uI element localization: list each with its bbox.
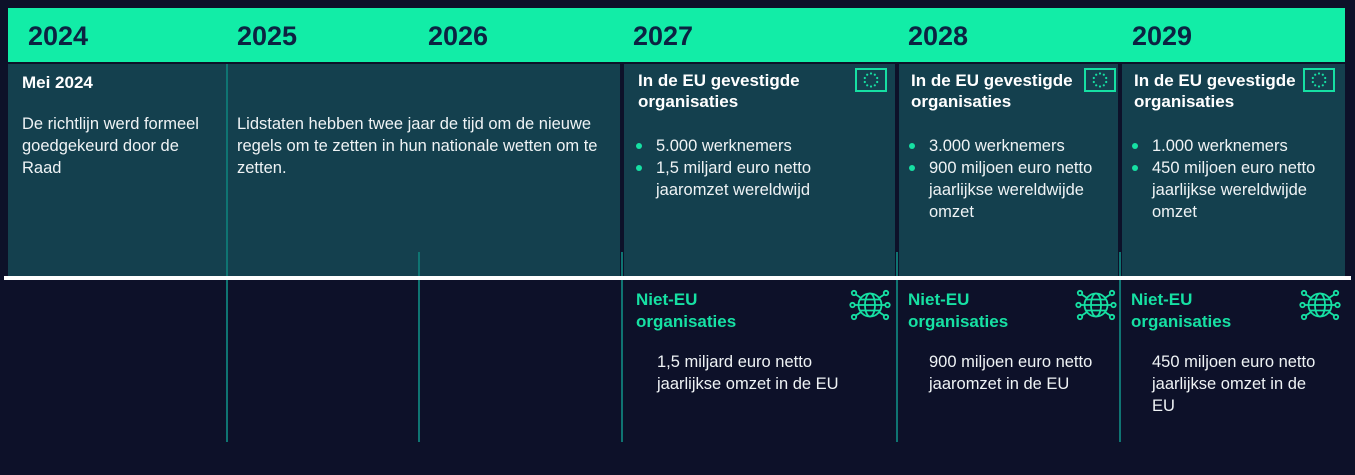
non-eu-card-2027-body: 1,5 miljard euro netto jaarlijkse omzet … [657, 353, 839, 393]
year-label-2028: 2028 [908, 21, 969, 51]
cell-approval-transposition [8, 64, 620, 276]
transposition-body: Lidstaten hebben twee jaar de tijd om de… [237, 115, 598, 177]
non-eu-card-2028-heading: Niet-EU organisaties [908, 290, 1009, 331]
eu-card-2028-bullets: 3.000 werknemers 900 miljoen euro netto … [909, 135, 1121, 223]
cell-eu-2027 [624, 64, 895, 276]
bullet-dot-icon [909, 143, 915, 149]
tick-2026-2027 [621, 252, 623, 442]
non-eu-card-2029-heading: Niet-EU organisaties [1131, 290, 1232, 331]
eu-flag-icon [1084, 68, 1116, 92]
non-eu-card-2029-body: 450 miljoen euro netto jaarlijkse omzet … [1152, 353, 1316, 415]
eu-card-2027-bullets: 5.000 werknemers 1,5 miljard euro netto … [636, 135, 861, 201]
bullet-label: 450 miljoen euro netto jaarlijkse wereld… [1152, 159, 1316, 221]
globe-network-icon [1299, 289, 1341, 321]
year-label-2025: 2025 [237, 21, 298, 51]
approval-title: Mei 2024 [22, 73, 93, 92]
tick-2025-2026 [418, 252, 420, 442]
eu-flag-icon [1303, 68, 1335, 92]
bullet-label: 5.000 werknemers [656, 137, 792, 155]
bullet-label: 3.000 werknemers [929, 137, 1065, 155]
bullet-label: 900 miljoen euro netto jaarlijkse wereld… [929, 159, 1093, 221]
year-label-2026: 2026 [428, 21, 489, 51]
globe-network-icon [849, 289, 891, 321]
horizontal-divider [4, 276, 1351, 280]
bullet-dot-icon [909, 165, 915, 171]
bullet-label: 1.000 werknemers [1152, 137, 1288, 155]
list-item: 1.000 werknemers [1132, 135, 1344, 157]
eu-card-2027-heading: In de EU gevestigde organisaties [638, 71, 800, 111]
eu-card-2029-heading: In de EU gevestigde organisaties [1134, 71, 1296, 111]
list-item: 5.000 werknemers [636, 135, 861, 157]
bullet-dot-icon [1132, 165, 1138, 171]
eu-card-2028-heading: In de EU gevestigde organisaties [911, 71, 1073, 111]
list-item: 450 miljoen euro netto jaarlijkse wereld… [1132, 157, 1344, 223]
column-rule-2024-2025 [226, 64, 228, 442]
tick-2027-2028 [896, 252, 898, 442]
globe-network-icon [1075, 289, 1117, 321]
year-header-bar: 2024 2025 2026 2027 2028 2029 [8, 8, 1345, 62]
bullet-dot-icon [1132, 143, 1138, 149]
year-label-2027: 2027 [633, 21, 694, 51]
list-item: 3.000 werknemers [909, 135, 1121, 157]
non-eu-card-2027-heading: Niet-EU organisaties [636, 290, 737, 331]
non-eu-card-2028-body: 900 miljoen euro netto jaaromzet in de E… [929, 353, 1093, 393]
cell-eu-2028 [899, 64, 1118, 276]
list-item: 1,5 miljard euro netto jaaromzet wereldw… [636, 157, 861, 201]
year-label-2024: 2024 [28, 21, 89, 51]
bullet-label: 1,5 miljard euro netto jaaromzet wereldw… [656, 159, 812, 199]
list-item: 900 miljoen euro netto jaarlijkse wereld… [909, 157, 1121, 223]
eu-card-2029-bullets: 1.000 werknemers 450 miljoen euro netto … [1132, 135, 1344, 223]
bullet-dot-icon [636, 165, 642, 171]
eu-flag-icon [855, 68, 887, 92]
year-label-2029: 2029 [1132, 21, 1193, 51]
cell-eu-2029 [1122, 64, 1345, 276]
bullet-dot-icon [636, 143, 642, 149]
tick-2028-2029 [1119, 252, 1121, 442]
approval-body: De richtlijn werd formeel goedgekeurd do… [22, 115, 199, 177]
